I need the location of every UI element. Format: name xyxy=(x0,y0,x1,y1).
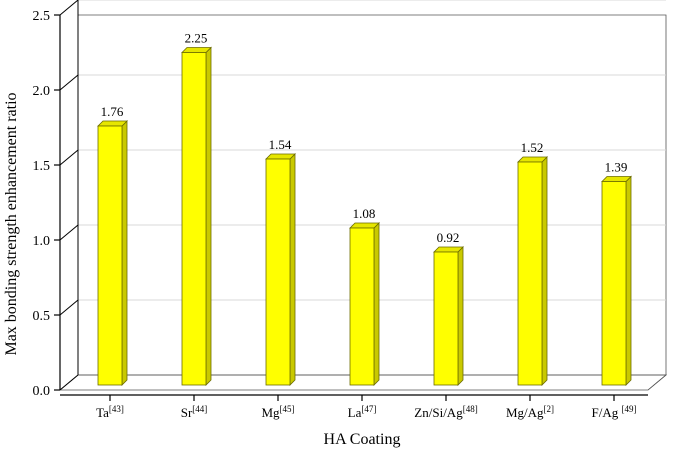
side-wall-tick xyxy=(59,224,79,241)
side-wall-tick xyxy=(59,0,79,16)
category-reference: [45] xyxy=(280,404,295,414)
bar-side-face xyxy=(205,46,212,386)
bar xyxy=(433,246,464,386)
category-reference: [43] xyxy=(109,404,124,414)
bar xyxy=(601,175,632,386)
bar-side-face xyxy=(541,156,548,386)
side-wall-tick xyxy=(59,149,79,166)
category-name: Zn/Si/Ag xyxy=(414,405,463,420)
labels: 0.0 0.5 1.0 1.5 2.0 2.5 1.76 Ta[43] 2.25 Sr[44] 1.… xyxy=(33,9,637,420)
bar-value-label: 1.52 xyxy=(521,140,544,155)
bar-value-label: 1.08 xyxy=(353,206,376,221)
category-name: Ta xyxy=(96,405,109,420)
bar-top-face xyxy=(601,176,632,182)
category-reference: [48] xyxy=(463,404,478,414)
floor-right-edge xyxy=(647,374,667,391)
bar-top-face xyxy=(181,47,212,53)
bar-top-face xyxy=(97,120,128,127)
bar-front-face xyxy=(97,125,123,386)
bar-front-face xyxy=(601,181,627,386)
y-axis-title: Max bonding strength enhancement ratio xyxy=(3,92,20,355)
category-name: Mg/Ag xyxy=(506,405,544,420)
bar-side-face xyxy=(625,175,632,386)
bar-side-face xyxy=(373,222,380,386)
bar-front-face xyxy=(433,251,459,386)
side-wall-tick xyxy=(59,299,79,316)
bar-top-face xyxy=(265,153,296,160)
bar-top-face xyxy=(517,156,548,163)
bar-value-label: 0.92 xyxy=(437,230,460,245)
y-tick-label: 2.5 xyxy=(33,9,51,24)
bar-value-label: 1.39 xyxy=(605,160,628,175)
y-tick-label: 0.0 xyxy=(33,384,51,399)
bar-front-face xyxy=(349,227,375,386)
category-name: Mg xyxy=(261,405,280,420)
bar-top-face xyxy=(349,222,380,229)
bar-front-face xyxy=(181,52,207,386)
bar-side-face xyxy=(289,153,296,386)
bar xyxy=(349,222,380,386)
bar-front-face xyxy=(517,161,543,386)
bar xyxy=(97,120,128,386)
bars xyxy=(97,46,632,386)
y-tick-label: 2.0 xyxy=(33,84,51,99)
bar xyxy=(517,156,548,386)
category-reference: [2] xyxy=(544,404,555,414)
category-name: F/Ag xyxy=(592,405,622,420)
bar-value-label: 2.25 xyxy=(185,31,208,46)
category-reference: [44] xyxy=(192,404,207,414)
bar-front-face xyxy=(265,158,291,386)
category-reference: [49] xyxy=(621,404,636,414)
axes xyxy=(54,0,648,401)
bar-value-label: 1.76 xyxy=(101,104,124,119)
category-name: La xyxy=(348,405,362,420)
x-tick-label: Sr[44] xyxy=(181,404,208,420)
x-tick-label: Mg/Ag[2] xyxy=(506,404,554,420)
bar-top-face xyxy=(433,246,464,253)
category-name: Sr xyxy=(181,405,193,420)
bar-side-face xyxy=(121,120,128,386)
category-reference: [47] xyxy=(361,404,376,414)
side-wall-tick xyxy=(59,74,79,91)
y-tick-label: 0.5 xyxy=(33,309,51,324)
x-tick-label: Ta[43] xyxy=(96,404,124,420)
bar-value-label: 1.54 xyxy=(269,137,292,152)
bar xyxy=(181,46,212,386)
side-wall-tick xyxy=(59,374,79,391)
y-tick-label: 1.5 xyxy=(33,159,51,174)
x-tick-label: Mg[45] xyxy=(261,404,294,420)
bar-side-face xyxy=(457,246,464,386)
x-tick-label: F/Ag [49] xyxy=(592,404,637,420)
x-tick-label: La[47] xyxy=(348,404,377,420)
x-axis-title: HA Coating xyxy=(324,431,401,448)
bar xyxy=(265,153,296,386)
y-tick-label: 1.0 xyxy=(33,234,51,249)
x-tick-label: Zn/Si/Ag[48] xyxy=(414,404,477,420)
